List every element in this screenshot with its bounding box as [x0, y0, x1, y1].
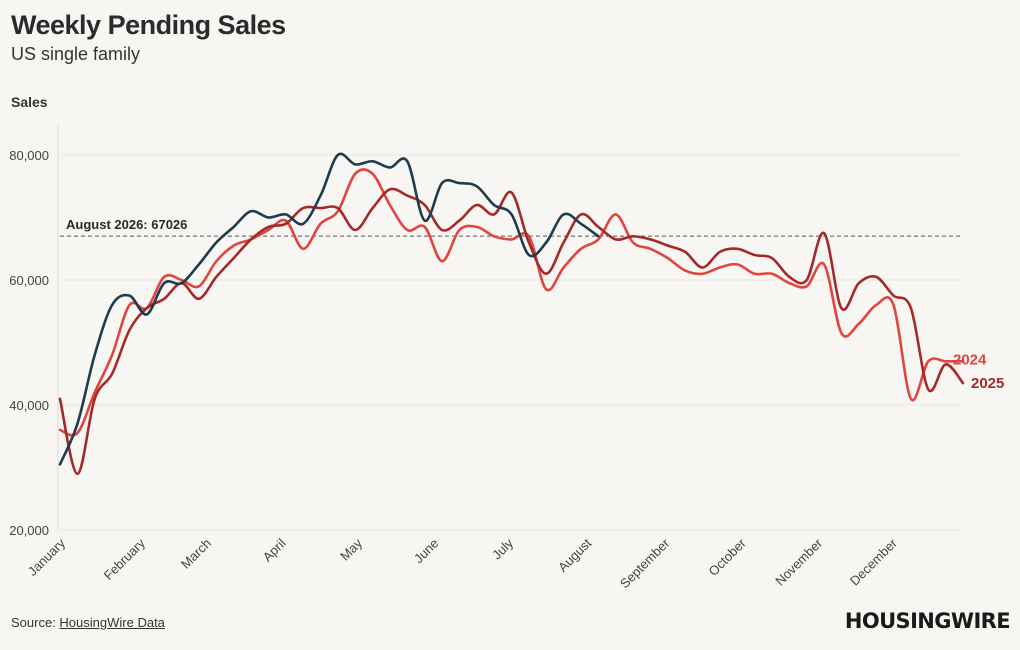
- x-tick-label: December: [847, 535, 900, 588]
- y-tick-label: 20,000: [9, 523, 49, 538]
- x-tick-label: May: [337, 535, 365, 563]
- reference-line-layer: August 2026: 67026: [60, 217, 963, 237]
- series-label-2024: 2024: [953, 351, 987, 368]
- chart-title: Weekly Pending Sales: [11, 10, 286, 40]
- series-line-2024: [58, 168, 965, 437]
- x-tick-label: July: [489, 535, 516, 562]
- x-tick-label: February: [101, 535, 149, 583]
- source-prefix: Source:: [11, 615, 60, 630]
- y-tick-label: 80,000: [9, 148, 49, 163]
- grid-layer: [60, 154, 963, 531]
- source-note: Source: HousingWire Data: [11, 615, 165, 630]
- series-line-2026: [58, 152, 600, 466]
- x-tick-label: October: [706, 535, 750, 579]
- housingwire-logo[interactable]: HOUSINGWIRE: [844, 609, 1011, 633]
- source-link[interactable]: HousingWire Data: [59, 615, 165, 630]
- x-tick-label: June: [411, 536, 442, 567]
- reference-line-label: August 2026: 67026: [66, 217, 187, 232]
- y-axis-label: Sales: [11, 94, 48, 110]
- x-tick-label: November: [772, 535, 825, 588]
- axis-layer: 20,000 40,000 60,000 80,000 January February M…: [9, 124, 900, 591]
- series-line-2025: [58, 187, 965, 476]
- x-tick-label: August: [555, 535, 594, 574]
- y-tick-label: 60,000: [9, 273, 49, 288]
- chart-subtitle: US single family: [11, 44, 141, 64]
- y-tick-label: 40,000: [9, 398, 49, 413]
- x-tick-label: September: [617, 535, 673, 591]
- x-tick-label: March: [178, 536, 214, 572]
- series-label-layer: 2024 2025: [953, 351, 1004, 392]
- series-label-2025: 2025: [971, 375, 1004, 392]
- x-tick-label: January: [25, 535, 69, 579]
- series-layer: [58, 152, 965, 476]
- x-tick-label: April: [260, 535, 289, 564]
